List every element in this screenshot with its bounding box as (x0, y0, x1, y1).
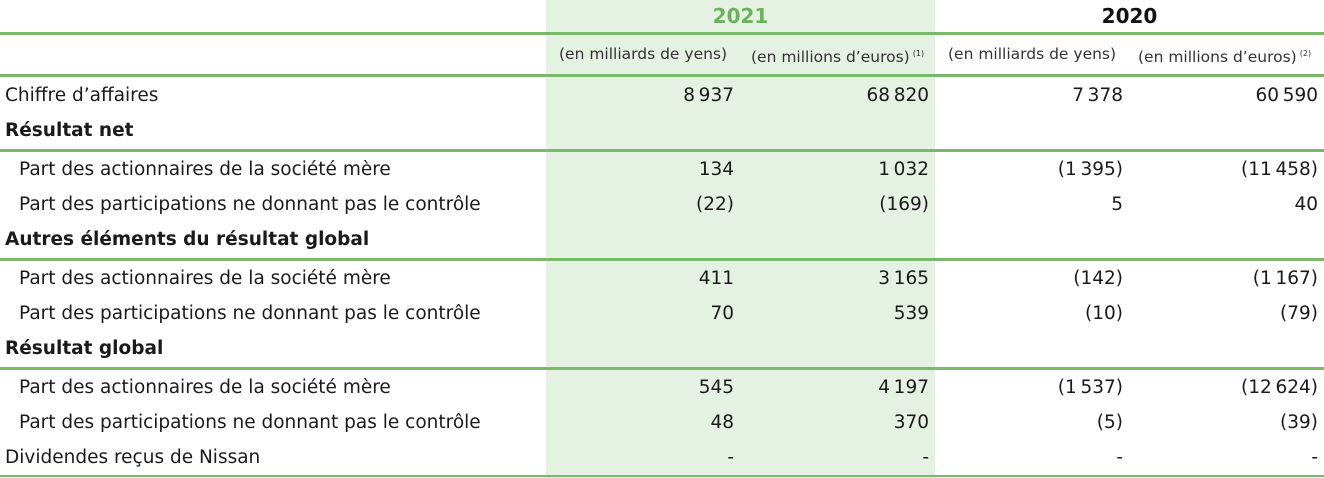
column-2021-highlight (546, 0, 935, 478)
unit-eur-2021: (en millions d’euros) (1) (751, 48, 925, 66)
section-title: Autres éléments du résultat global (5, 229, 370, 250)
footnote-1: (1) (912, 49, 925, 58)
cell-2020-eur: - (1311, 447, 1318, 468)
cell-2020-eur: (39) (1280, 412, 1318, 433)
cell-2021-eur: 370 (893, 412, 929, 433)
cell-2020-eur: (12 624) (1241, 377, 1318, 398)
row-label: Part des actionnaires de la société mère (19, 159, 391, 180)
row-label: Chiffre d’affaires (5, 85, 159, 106)
table-bottom-border (0, 475, 1324, 477)
cell-2021-yen: - (727, 447, 734, 468)
year-2020-header: 2020 (1101, 4, 1158, 28)
row-label: Part des participations ne donnant pas l… (19, 412, 481, 433)
year-2021-header: 2021 (712, 4, 769, 28)
cell-2020-eur: (79) (1280, 303, 1318, 324)
unit-eur-2020: (en millions d’euros) (2) (1138, 48, 1312, 66)
section-divider (0, 149, 1324, 152)
section-divider (0, 367, 1324, 370)
cell-2020-yen: (10) (1085, 303, 1123, 324)
footnote-2: (2) (1299, 49, 1312, 58)
cell-2021-yen: 8 937 (683, 85, 734, 106)
row-label: Part des participations ne donnant pas l… (19, 303, 481, 324)
cell-2020-yen: (142) (1073, 268, 1123, 289)
section-title: Résultat global (5, 338, 164, 359)
cell-2020-yen: - (1116, 447, 1123, 468)
cell-2020-yen: (5) (1096, 412, 1123, 433)
cell-2020-yen: (1 395) (1057, 159, 1123, 180)
cell-2021-eur: 68 820 (866, 85, 929, 106)
cell-2020-yen: (1 537) (1057, 377, 1123, 398)
cell-2021-eur: (169) (879, 194, 929, 215)
section-title: Résultat net (5, 120, 134, 141)
cell-2020-eur: 40 (1294, 194, 1318, 215)
unit-yen-2020: (en milliards de yens) (948, 45, 1117, 63)
row-label: Part des actionnaires de la société mère (19, 377, 391, 398)
row-label: Part des actionnaires de la société mère (19, 268, 391, 289)
cell-2020-eur: 60 590 (1255, 85, 1318, 106)
cell-2021-yen: 48 (710, 412, 734, 433)
cell-2021-yen: 134 (698, 159, 734, 180)
cell-2021-eur: - (922, 447, 929, 468)
row-label: Dividendes reçus de Nissan (5, 447, 261, 468)
cell-2020-yen: 5 (1111, 194, 1123, 215)
cell-2021-yen: (22) (696, 194, 734, 215)
unit-yen-2021: (en milliards de yens) (559, 45, 728, 63)
cell-2021-yen: 70 (710, 303, 734, 324)
cell-2021-eur: 539 (893, 303, 929, 324)
cell-2021-yen: 411 (698, 268, 734, 289)
cell-2021-eur: 3 165 (878, 268, 929, 289)
cell-2020-eur: (11 458) (1241, 159, 1318, 180)
cell-2020-yen: 7 378 (1072, 85, 1123, 106)
cell-2021-eur: 1 032 (878, 159, 929, 180)
cell-2020-eur: (1 167) (1252, 268, 1318, 289)
section-divider (0, 258, 1324, 261)
cell-2021-eur: 4 197 (878, 377, 929, 398)
cell-2021-yen: 545 (698, 377, 734, 398)
row-label: Part des participations ne donnant pas l… (19, 194, 481, 215)
units-divider (0, 74, 1324, 77)
header-divider (0, 32, 1324, 35)
